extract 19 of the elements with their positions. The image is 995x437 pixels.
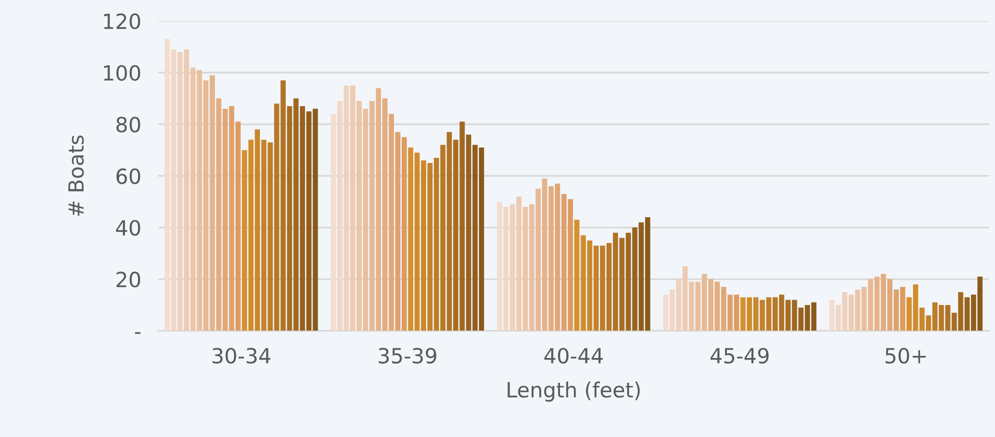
- x-tick-label: 50+: [886, 348, 926, 364]
- y-tick-label: -: [135, 332, 141, 334]
- y-tick-label: 100: [104, 65, 140, 81]
- y-axis-title: # Boats: [68, 135, 84, 216]
- bar: [235, 122, 241, 331]
- y-tick-label: 60: [116, 168, 140, 184]
- x-tick-label: 35-39: [378, 348, 436, 364]
- y-tick-label: 40: [116, 220, 140, 236]
- bar: [900, 286, 906, 331]
- bar: [402, 137, 407, 331]
- x-tick-label: 30-34: [212, 348, 270, 364]
- bar: [734, 294, 740, 331]
- y-tick-label: 20: [116, 272, 140, 288]
- bar: [568, 199, 573, 331]
- x-axis-title: Length (feet): [508, 382, 640, 402]
- y-tick-label: 120: [104, 13, 140, 30]
- x-tick-label: 40-44: [544, 348, 603, 364]
- x-tick-label: 45-49: [710, 348, 769, 364]
- y-tick-label: 80: [116, 116, 140, 132]
